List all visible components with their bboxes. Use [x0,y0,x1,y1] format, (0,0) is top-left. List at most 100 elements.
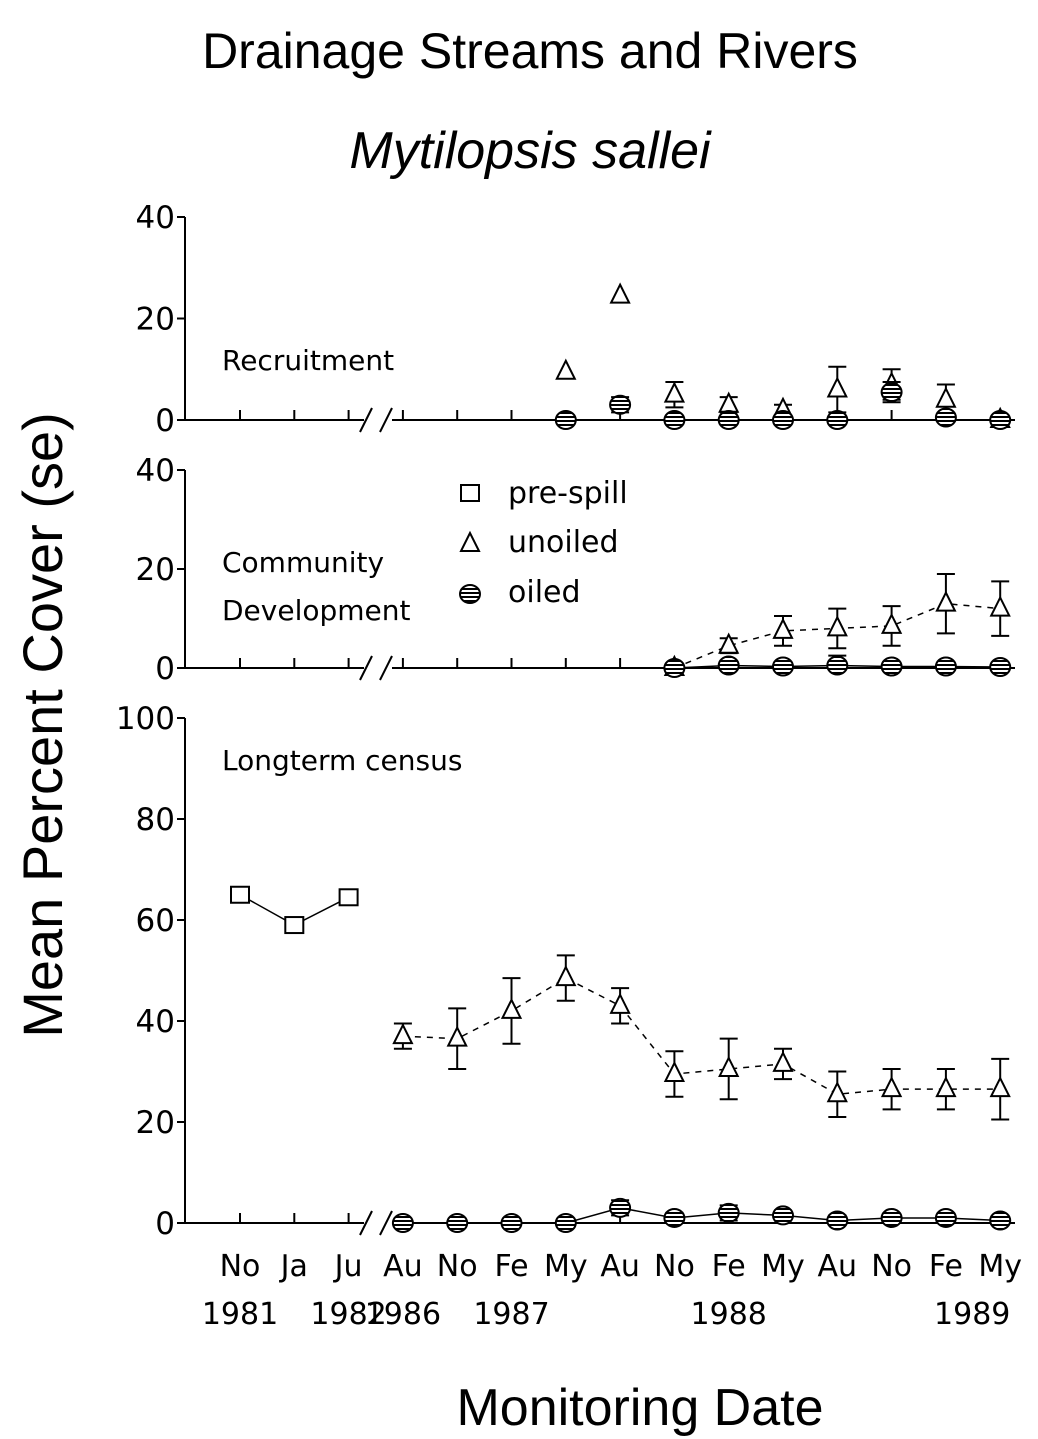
y-tick-label: 40 [136,453,175,489]
marker-unoiled-0 [555,358,577,380]
marker-unoiled-4 [880,612,903,634]
marker-oiled-9 [880,1207,903,1228]
panel-0: 0 20 40 Recruitment [136,200,1015,439]
year-label: 1982 [310,1297,386,1332]
marker-oiled-5 [934,656,957,677]
marker-unoiled-legend [459,530,481,552]
marker-oiled-3 [717,410,740,430]
marker-oiled-0 [391,1213,414,1233]
axis-break-mark [359,655,373,681]
marker-oiled-legend [459,584,481,604]
marker-oiled-3 [554,1213,577,1233]
y-tick-label: 100 [116,701,175,737]
y-tick-label: 40 [136,200,175,236]
y-tick-label: 20 [136,1105,175,1141]
x-tick-labels: No Ja Ju Au No Fe My Au No Fe My Au No Fe My [220,1249,1022,1284]
marker-oiled-10 [934,1207,957,1228]
x-tick-label: My [544,1249,588,1284]
chart-title: Drainage Streams and Rivers [202,23,858,79]
marker-pre-spill-0 [230,885,250,904]
y-tick-label: 60 [136,903,175,939]
marker-unoiled-5 [663,1060,686,1083]
marker-unoiled-7 [772,1050,794,1072]
marker-oiled-8 [826,1210,849,1231]
marker-pre-spill-2 [338,888,359,907]
axis-break-mark [379,655,393,681]
x-tick-label: Fe [929,1249,963,1284]
x-tick-label: Au [818,1249,858,1284]
marker-unoiled-5 [935,590,957,612]
marker-oiled-7 [934,407,957,428]
marker-oiled-6 [989,657,1012,678]
year-label: 1987 [473,1297,549,1332]
panel-label-line: Recruitment [222,344,394,377]
series-unoiled [392,954,1011,1121]
marker-unoiled-3 [826,615,848,637]
x-tick-label: Fe [712,1249,746,1284]
y-tick-label: 20 [136,302,175,338]
marker-unoiled-2 [663,381,686,403]
marker-unoiled-0 [392,1022,414,1045]
x-tick-label: No [437,1249,478,1284]
marker-unoiled-7 [935,386,957,408]
marker-oiled-7 [772,1205,794,1226]
marker-oiled-0 [663,658,686,678]
x-tick-label: My [761,1249,805,1284]
marker-oiled-1 [717,655,740,676]
legend-label: pre-spill [508,476,628,511]
marker-pre-spill-1 [284,916,305,935]
series-line-unoiled [402,977,1001,1095]
marker-unoiled-3 [555,964,577,987]
x-tick-label: No [654,1249,695,1284]
x-axis-label: Monitoring Date [456,1379,823,1437]
y-tick-label: 20 [136,552,175,588]
axis-break-mark [359,1210,373,1236]
x-tick-label: No [871,1249,912,1284]
y-tick-label: 40 [136,1004,175,1040]
marker-oiled-6 [717,1202,740,1223]
y-tick-label: 0 [155,1206,175,1242]
year-label: 1981 [202,1297,278,1332]
marker-pre-spill-legend [460,484,480,502]
marker-unoiled-5 [826,376,848,398]
chart-subtitle: Mytilopsis sallei [349,122,712,180]
x-tick-label: Au [600,1249,640,1284]
marker-unoiled-4 [609,992,631,1014]
marker-oiled-5 [826,410,849,430]
legend-label: unoiled [508,525,619,560]
x-tick-label: My [978,1249,1022,1284]
marker-oiled-2 [663,410,686,430]
y-tick-label: 0 [155,651,175,687]
panel-label-line: Longterm census [222,744,462,777]
marker-unoiled-9 [880,1075,903,1098]
marker-unoiled-1 [609,282,631,304]
x-tick-label: Ja [279,1249,308,1284]
series-oiled [391,1197,1012,1233]
marker-unoiled-2 [500,997,523,1019]
marker-unoiled-6 [718,1055,740,1077]
marker-oiled-8 [989,410,1012,430]
series-pre-spill [230,885,359,935]
panel-label-line: Development [222,594,411,627]
marker-unoiled-1 [718,632,740,654]
marker-oiled-11 [989,1210,1012,1231]
year-label: 1988 [691,1297,767,1332]
marker-oiled-1 [609,394,632,415]
series-oiled [554,380,1012,430]
axis-break-mark [379,407,393,433]
marker-oiled-0 [554,410,577,430]
panel-label: Longterm census [222,744,462,777]
series-oiled [663,654,1012,678]
x-tick-label: Ju [333,1249,363,1284]
marker-oiled-3 [826,655,849,676]
panel-label: Recruitment [222,344,394,377]
y-axis-label: Mean Percent Cover (se) [11,412,74,1038]
marker-unoiled-11 [989,1075,1011,1098]
y-tick-label: 80 [136,802,175,838]
x-tick-label: Au [383,1249,423,1284]
legend-label: oiled [508,575,581,610]
legend-item-unoiled: unoiled [459,525,619,560]
marker-unoiled-6 [989,595,1011,617]
marker-oiled-5 [663,1207,686,1228]
